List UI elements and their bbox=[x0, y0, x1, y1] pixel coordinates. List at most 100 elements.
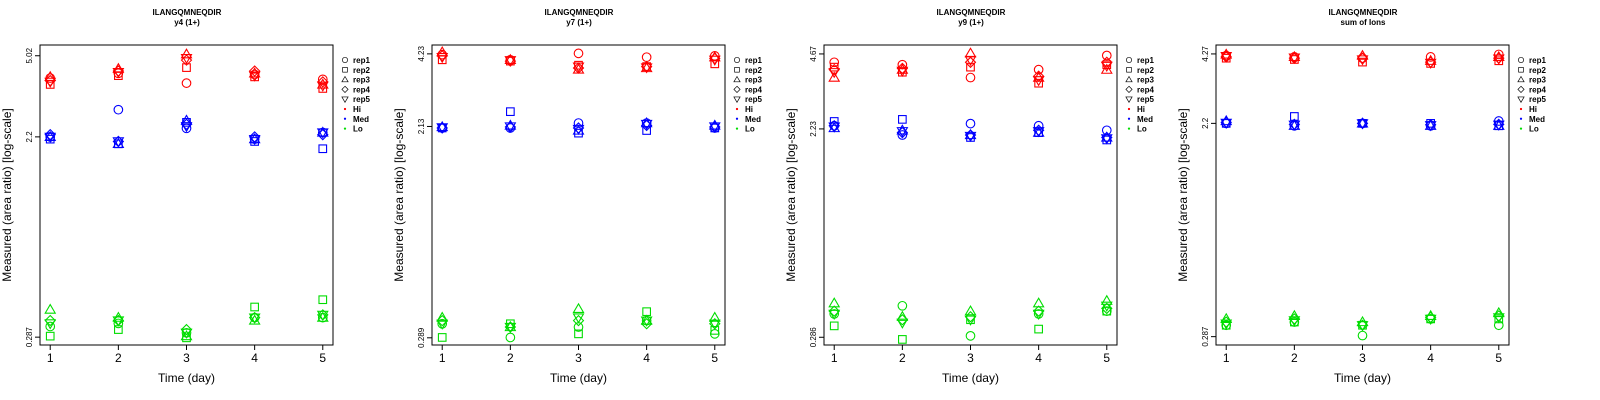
point-hi-rep5-day4 bbox=[1032, 76, 1045, 87]
plot-frame bbox=[823, 44, 1118, 346]
legend-label: rep3 bbox=[1137, 76, 1154, 85]
point-hi-rep5-day5 bbox=[316, 81, 329, 92]
legend-label: Lo bbox=[745, 125, 755, 134]
point-med-rep2-day2 bbox=[506, 107, 515, 117]
point-lo-rep1-day1 bbox=[45, 321, 56, 332]
point-hi-rep5-day5 bbox=[1100, 61, 1113, 73]
point-med-rep5-day5 bbox=[708, 122, 721, 133]
point-lo-rep4-day1 bbox=[44, 314, 56, 327]
point-lo-rep5-day4 bbox=[1424, 314, 1437, 325]
point-hi-rep1-day5 bbox=[317, 74, 328, 85]
point-hi-rep5-day4 bbox=[1424, 58, 1437, 69]
point-hi-rep4-day5 bbox=[709, 52, 721, 65]
legend-diamond-icon bbox=[733, 85, 741, 93]
point-lo-rep5-day4 bbox=[248, 313, 261, 324]
legend-label: rep4 bbox=[1529, 85, 1546, 94]
point-lo-rep3-day2 bbox=[896, 310, 909, 321]
point-hi-rep3-day1 bbox=[436, 46, 449, 57]
point-med-rep3-day1 bbox=[44, 130, 57, 142]
legend-label: rep4 bbox=[745, 85, 762, 94]
point-med-rep1-day2 bbox=[113, 104, 124, 115]
legend-triangle-icon bbox=[1517, 75, 1525, 83]
legend-label: rep5 bbox=[1137, 95, 1154, 104]
y-tick-label: 2.13 bbox=[417, 118, 426, 134]
point-lo-rep3-day5 bbox=[1100, 294, 1113, 305]
point-hi-rep5-day2 bbox=[1288, 53, 1301, 64]
legend-label: rep3 bbox=[353, 76, 370, 85]
x-tick-label: 2 bbox=[507, 351, 514, 365]
legend-label: rep5 bbox=[745, 95, 762, 104]
legend-circle-icon bbox=[341, 56, 349, 64]
panel-title: ILANGQMNEQDIR bbox=[937, 8, 1006, 17]
point-hi-rep2-day1 bbox=[829, 62, 839, 72]
point-hi-rep3-day1 bbox=[44, 70, 57, 82]
point-hi-rep3-day5 bbox=[1100, 63, 1113, 74]
point-lo-rep4-day5 bbox=[1101, 302, 1113, 315]
y-axis-label: Measured (area ratio) [log-scale] bbox=[392, 108, 406, 281]
y-tick-label: 4.27 bbox=[1201, 46, 1210, 62]
point-lo-rep5-day2 bbox=[1288, 316, 1301, 327]
point-hi-rep5-day5 bbox=[708, 55, 721, 66]
point-lo-rep5-day5 bbox=[316, 310, 329, 321]
legend-circle-icon bbox=[1517, 56, 1525, 64]
legend-square-icon bbox=[734, 67, 740, 73]
point-hi-rep5-day3 bbox=[572, 62, 585, 73]
y-tick-label: 2.2 bbox=[1201, 117, 1210, 129]
x-axis-label: Time (day) bbox=[942, 371, 999, 385]
legend-diamond-icon bbox=[341, 85, 349, 93]
point-lo-rep5-day3 bbox=[964, 315, 977, 326]
point-hi-rep5-day1 bbox=[44, 77, 57, 88]
point-med-rep2-day1 bbox=[829, 117, 839, 126]
point-hi-rep1-day1 bbox=[829, 57, 840, 68]
legend-label: Hi bbox=[745, 105, 753, 114]
point-med-rep1-day2 bbox=[897, 130, 908, 140]
y-tick-label: 4.67 bbox=[809, 46, 818, 62]
legend-dot-icon bbox=[735, 127, 739, 130]
point-lo-rep4-day3 bbox=[180, 323, 193, 336]
point-med-rep3-day4 bbox=[248, 133, 261, 144]
legend-square-icon bbox=[1126, 67, 1132, 73]
legend-dot-icon bbox=[1519, 107, 1523, 111]
point-lo-rep4-day4 bbox=[640, 317, 653, 330]
panel-title: ILANGQMNEQDIR bbox=[545, 8, 614, 17]
legend-dot-icon bbox=[735, 117, 739, 120]
legend-label: Hi bbox=[353, 105, 361, 114]
point-hi-rep2-day3 bbox=[966, 62, 975, 72]
point-hi-rep5-day3 bbox=[180, 53, 193, 65]
legend-label: rep1 bbox=[353, 56, 370, 65]
legend-dot-icon bbox=[735, 107, 739, 111]
point-med-rep3-day5 bbox=[1100, 131, 1113, 142]
point-lo-rep5-day2 bbox=[112, 316, 125, 327]
legend-dot-icon bbox=[1519, 127, 1523, 130]
point-lo-rep1-day2 bbox=[897, 300, 908, 311]
point-med-rep5-day3 bbox=[572, 124, 585, 136]
point-lo-rep3-day2 bbox=[504, 320, 517, 332]
x-tick-label: 1 bbox=[1223, 351, 1230, 365]
point-lo-rep5-day1 bbox=[828, 309, 841, 321]
point-hi-rep4-day1 bbox=[828, 63, 840, 76]
point-hi-rep5-day2 bbox=[112, 67, 125, 79]
x-tick-label: 1 bbox=[439, 351, 446, 365]
point-hi-rep4-day5 bbox=[1101, 56, 1113, 69]
point-med-rep5-day4 bbox=[1032, 127, 1045, 138]
point-lo-rep5-day3 bbox=[1356, 321, 1369, 332]
point-lo-rep2-day5 bbox=[1102, 306, 1112, 316]
point-hi-rep1-day4 bbox=[1425, 52, 1436, 62]
point-med-rep4-day5 bbox=[317, 128, 329, 141]
legend-label: Hi bbox=[1529, 105, 1537, 114]
x-tick-label: 4 bbox=[1427, 351, 1434, 365]
point-hi-rep1-day4 bbox=[1033, 64, 1044, 75]
point-lo-rep2-day1 bbox=[45, 331, 55, 341]
plot-frame bbox=[1215, 44, 1510, 346]
point-lo-rep2-day2 bbox=[898, 335, 907, 344]
x-axis-label: Time (day) bbox=[1334, 371, 1391, 385]
plot-frame bbox=[39, 44, 334, 346]
x-tick-label: 2 bbox=[115, 351, 122, 365]
panel-subtitle: y9 (1+) bbox=[958, 18, 984, 27]
legend-label: rep2 bbox=[353, 66, 370, 75]
point-hi-rep1-day4 bbox=[641, 52, 652, 63]
y-tick-label: 2.23 bbox=[809, 121, 818, 137]
point-med-rep5-day5 bbox=[1100, 134, 1113, 145]
